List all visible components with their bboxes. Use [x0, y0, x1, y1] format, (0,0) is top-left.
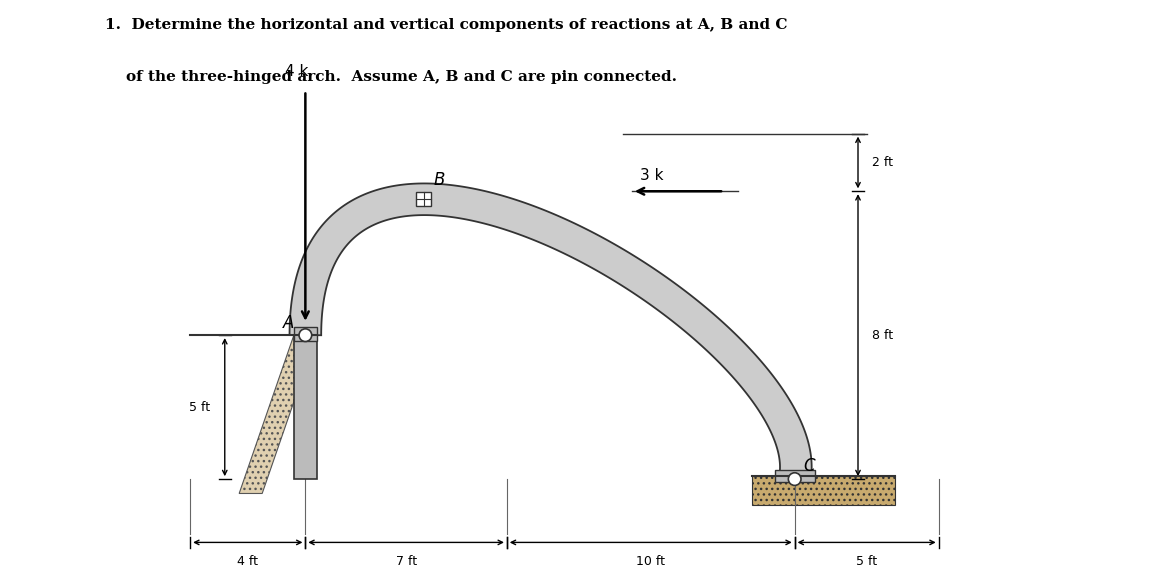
Text: C: C	[803, 457, 815, 475]
Text: 1.  Determine the horizontal and vertical components of reactions at A, B and C: 1. Determine the horizontal and vertical…	[105, 18, 788, 32]
Polygon shape	[751, 476, 895, 505]
Text: 4 k: 4 k	[285, 64, 308, 79]
Text: B: B	[434, 171, 445, 189]
Circle shape	[789, 473, 800, 485]
Polygon shape	[416, 192, 431, 207]
Text: 7 ft: 7 ft	[395, 555, 417, 568]
Text: 4 ft: 4 ft	[237, 555, 258, 568]
Polygon shape	[289, 183, 812, 482]
Polygon shape	[294, 326, 316, 341]
Text: of the three-hinged arch.  Assume A, B and C are pin connected.: of the three-hinged arch. Assume A, B an…	[105, 70, 677, 84]
Text: 5 ft: 5 ft	[189, 401, 211, 413]
Polygon shape	[775, 471, 815, 482]
Text: 8 ft: 8 ft	[872, 329, 893, 342]
Text: 10 ft: 10 ft	[636, 555, 666, 568]
Circle shape	[299, 329, 312, 342]
Text: 2 ft: 2 ft	[872, 156, 893, 169]
Polygon shape	[239, 335, 316, 493]
Polygon shape	[294, 335, 316, 479]
Text: 3 k: 3 k	[640, 168, 663, 183]
Text: 5 ft: 5 ft	[856, 555, 877, 568]
Text: A: A	[282, 314, 294, 332]
